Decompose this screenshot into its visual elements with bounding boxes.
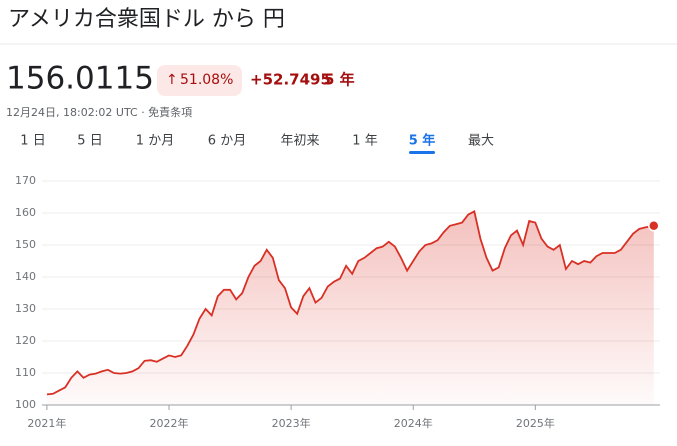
- tab[interactable]: 年初来: [280, 134, 319, 149]
- price: 156.0115: [6, 61, 154, 97]
- title: アメリカ合衆国ドル から 円: [8, 7, 285, 32]
- y-tick-label: 160: [15, 206, 36, 219]
- change-percent: 51.08%: [180, 72, 233, 88]
- arrow-icon: ↑: [166, 72, 178, 88]
- x-tick-label: 2025年: [516, 416, 555, 430]
- y-tick-label: 130: [15, 302, 36, 315]
- y-tick-label: 150: [15, 238, 36, 251]
- x-tick-label: 2021年: [27, 416, 66, 430]
- change-period: 5 年: [324, 71, 355, 89]
- tab[interactable]: 最大: [468, 134, 494, 149]
- y-tick-label: 140: [15, 270, 36, 283]
- y-tick-label: 170: [15, 174, 36, 187]
- x-tick-label: 2024年: [394, 416, 433, 430]
- x-tick-label: 2023年: [272, 416, 311, 430]
- tab[interactable]: 1 年: [352, 134, 377, 149]
- y-tick-label: 120: [15, 334, 36, 347]
- tabs: 1 日 5 日 1 か月 6 か月 年初来 1 年 5 年 最大: [20, 133, 494, 154]
- tab[interactable]: 1 か月: [136, 134, 174, 149]
- chart: 100 110 120 130 140 150 160 170 2021年 2022年 2023年 2…: [15, 174, 660, 430]
- change-badge: [157, 65, 242, 96]
- tab[interactable]: 6 か月: [208, 134, 246, 149]
- area-fill: [46, 211, 654, 405]
- x-tick-label: 2022年: [149, 416, 188, 430]
- y-tick-label: 100: [15, 398, 36, 411]
- tab[interactable]: 5 日: [77, 134, 102, 149]
- tab-underline: [409, 151, 435, 154]
- change-abs: +52.7495: [250, 71, 331, 89]
- tab[interactable]: 1 日: [20, 134, 45, 149]
- timestamp: 12月24日, 18:02:02 UTC · 免責条項: [6, 105, 192, 119]
- price-line: [46, 210, 654, 396]
- y-tick-label: 110: [15, 366, 36, 379]
- tab[interactable]: 5 年: [409, 133, 436, 149]
- last-point: [648, 220, 660, 232]
